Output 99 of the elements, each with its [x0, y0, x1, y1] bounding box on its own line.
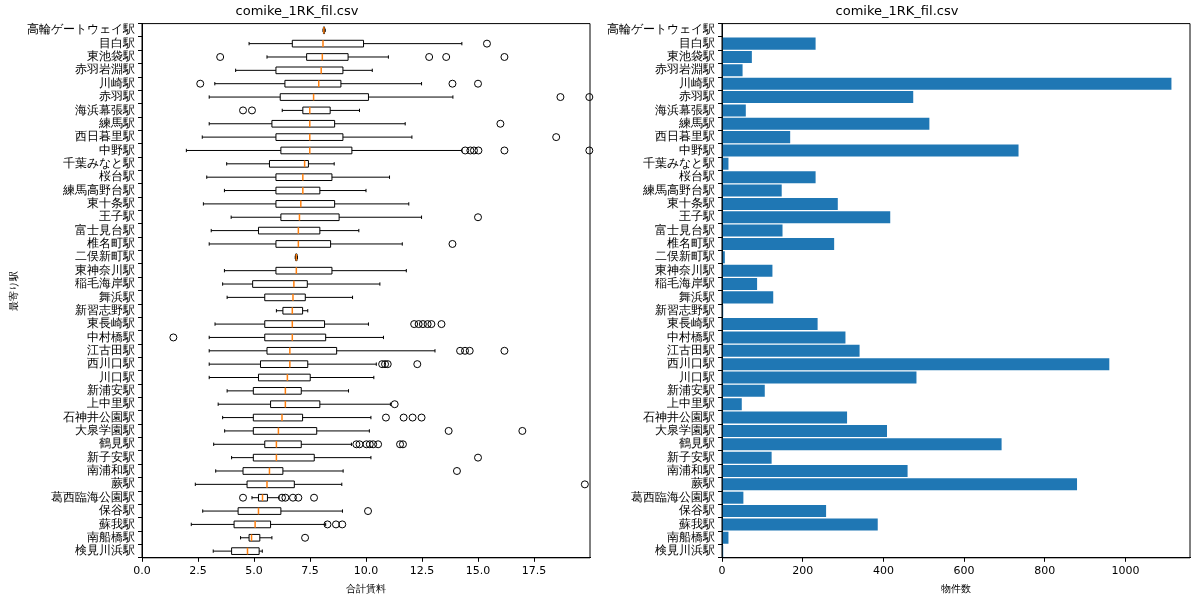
y-tick-label: 赤羽駅	[99, 89, 135, 104]
y-tick-label: 上中里駅	[667, 396, 715, 411]
y-tick-label: 葛西臨海公園駅	[631, 489, 715, 504]
y-tick-label: 東神奈川駅	[75, 262, 135, 277]
y-axis-title: 最寄り駅	[7, 270, 19, 311]
y-tick-label: 東長崎駅	[667, 316, 715, 331]
y-tick-label: 桜台駅	[679, 169, 715, 184]
x-tick-label: 12.5	[409, 564, 435, 578]
x-tick-label: 200	[792, 564, 814, 578]
y-tick-label: 新浦安駅	[667, 382, 715, 397]
y-tick-label: 大泉学園駅	[655, 423, 715, 438]
x-tick-label: 15.0	[465, 564, 491, 578]
y-tick-label: 江古田駅	[87, 342, 135, 357]
x-tick-label: 5.0	[245, 564, 263, 578]
y-tick-label: 新子安駅	[87, 449, 135, 464]
y-tick-label: 南浦和駅	[667, 463, 715, 478]
x-tick-label: 400	[872, 564, 894, 578]
x-tick-label: 600	[953, 564, 975, 578]
y-tick-label: 新子安駅	[667, 449, 715, 464]
x-tick-label: 7.5	[301, 564, 319, 578]
x-tick-label: 1000	[1111, 564, 1140, 578]
y-tick-label: 富士見台駅	[655, 222, 715, 237]
y-tick-label: 江古田駅	[667, 342, 715, 357]
y-tick-label: 赤羽岩淵駅	[655, 62, 715, 77]
y-tick-label: 南船橋駅	[667, 529, 715, 544]
y-tick-label: 蕨駅	[111, 476, 135, 491]
x-axis-title: 物件数	[941, 582, 971, 594]
y-tick-label: 目白駅	[679, 35, 715, 50]
y-tick-label: 桜台駅	[99, 169, 135, 184]
y-tick-label: 鶴見駅	[679, 436, 715, 451]
y-tick-label: 高輪ゲートウェイ駅	[27, 22, 135, 37]
x-axis-title: 合計賃料	[346, 582, 386, 594]
y-tick-label: 西日暮里駅	[655, 129, 715, 144]
y-tick-label: 赤羽駅	[679, 89, 715, 104]
y-tick-label: 練馬駅	[678, 115, 715, 130]
y-tick-label: 椎名町駅	[87, 236, 135, 251]
y-tick-label: 西川口駅	[87, 356, 135, 371]
y-tick-label: 東神奈川駅	[655, 262, 715, 277]
y-tick-label: 新習志野駅	[75, 302, 135, 317]
x-tick-label: 10.0	[353, 564, 379, 578]
y-tick-label: 海浜幕張駅	[75, 102, 135, 117]
y-tick-label: 中村橋駅	[87, 329, 135, 344]
y-tick-label: 上中里駅	[87, 396, 135, 411]
chart-title: comike_1RK_fil.csv	[835, 3, 959, 19]
y-tick-label: 富士見台駅	[75, 222, 135, 237]
y-tick-label: 川崎駅	[679, 75, 715, 90]
y-tick-label: 蕨駅	[691, 476, 715, 491]
y-tick-label: 千葉みなと駅	[643, 155, 715, 170]
y-tick-label: 川崎駅	[99, 75, 135, 90]
y-tick-label: 南船橋駅	[87, 529, 135, 544]
y-tick-label: 保谷駅	[679, 503, 715, 518]
y-tick-label: 石神井公園駅	[643, 409, 715, 424]
y-tick-label: 中村橋駅	[667, 329, 715, 344]
y-tick-label: 目白駅	[99, 35, 135, 50]
y-tick-label: 川口駅	[679, 369, 715, 384]
y-tick-label: 練馬高野台駅	[642, 182, 715, 197]
y-tick-label: 王子駅	[99, 209, 135, 224]
y-tick-label: 椎名町駅	[667, 236, 715, 251]
x-tick-label: 17.5	[521, 564, 547, 578]
y-tick-label: 東十条駅	[667, 196, 715, 211]
y-tick-label: 保谷駅	[99, 503, 135, 518]
y-tick-label: 練馬高野台駅	[62, 182, 135, 197]
y-tick-label: 赤羽岩淵駅	[75, 62, 135, 77]
y-tick-label: 東池袋駅	[87, 49, 135, 64]
y-tick-label: 葛西臨海公園駅	[51, 489, 135, 504]
y-tick-label: 西川口駅	[667, 356, 715, 371]
y-tick-label: 千葉みなと駅	[63, 155, 135, 170]
x-tick-label: 0.0	[133, 564, 151, 578]
y-tick-label: 南浦和駅	[87, 463, 135, 478]
y-tick-label: 舞浜駅	[679, 289, 715, 304]
y-tick-label: 高輪ゲートウェイ駅	[607, 22, 715, 37]
y-tick-label: 稲毛海岸駅	[655, 276, 715, 291]
x-tick-label: 2.5	[189, 564, 207, 578]
y-tick-label: 新習志野駅	[655, 302, 715, 317]
y-tick-label: 西日暮里駅	[75, 129, 135, 144]
y-tick-label: 中野駅	[679, 142, 715, 157]
y-tick-label: 川口駅	[99, 369, 135, 384]
y-tick-label: 蘇我駅	[99, 516, 135, 531]
x-tick-label: 800	[1034, 564, 1056, 578]
chart-title: comike_1RK_fil.csv	[235, 3, 359, 19]
y-tick-label: 蘇我駅	[679, 516, 715, 531]
y-tick-label: 二俣新町駅	[655, 249, 715, 264]
y-tick-label: 石神井公園駅	[63, 409, 135, 424]
y-tick-label: 稲毛海岸駅	[75, 276, 135, 291]
y-tick-label: 王子駅	[679, 209, 715, 224]
y-tick-label: 鶴見駅	[99, 436, 135, 451]
y-tick-label: 検見川浜駅	[655, 543, 715, 558]
y-tick-label: 舞浜駅	[99, 289, 135, 304]
y-tick-label: 検見川浜駅	[75, 543, 135, 558]
y-tick-label: 中野駅	[99, 142, 135, 157]
y-tick-label: 練馬駅	[98, 115, 135, 130]
y-tick-label: 大泉学園駅	[75, 423, 135, 438]
y-tick-label: 東長崎駅	[87, 316, 135, 331]
y-tick-label: 東池袋駅	[667, 49, 715, 64]
y-tick-label: 東十条駅	[87, 196, 135, 211]
y-tick-label: 新浦安駅	[87, 382, 135, 397]
y-tick-label: 海浜幕張駅	[655, 102, 715, 117]
y-tick-label: 二俣新町駅	[75, 249, 135, 264]
x-tick-label: 0	[718, 564, 726, 578]
